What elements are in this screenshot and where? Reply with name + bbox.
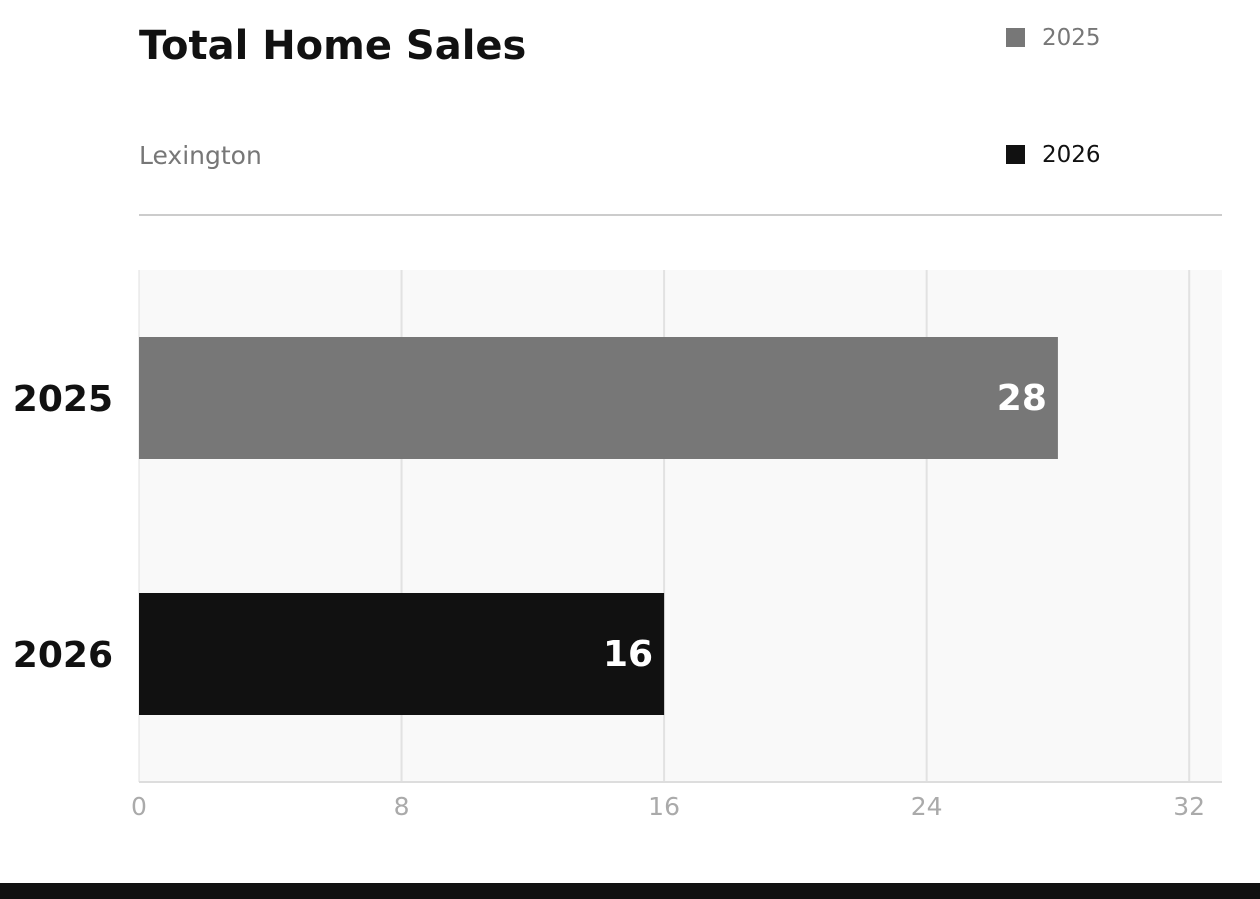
legend-swatch-2026 <box>1006 145 1025 164</box>
bar-2026 <box>139 593 665 715</box>
legend-swatch-2025 <box>1006 28 1025 47</box>
x-tick-label-32: 32 <box>1173 792 1205 821</box>
x-tick-label-0: 0 <box>131 792 147 821</box>
y-tick-label-2026: 2026 <box>13 635 113 676</box>
bar-chart: 0 8 16 24 32 28 2025 16 2026 <box>13 270 1222 821</box>
header-divider <box>139 214 1222 216</box>
legend-item-2025: 2025 <box>1006 23 1101 53</box>
chart-title: Total Home Sales <box>139 23 527 69</box>
y-tick-label-2025: 2025 <box>13 379 113 420</box>
x-tick-label-24: 24 <box>911 792 943 821</box>
footer-bar <box>0 883 1260 899</box>
legend-label-2026: 2026 <box>1042 142 1101 168</box>
chart-subtitle: Lexington <box>139 141 262 170</box>
legend-item-2026: 2026 <box>1006 140 1101 170</box>
bar-value-label-2026: 16 <box>603 634 653 675</box>
bar-value-label-2025: 28 <box>997 378 1047 419</box>
x-tick-label-8: 8 <box>394 792 410 821</box>
bar-2025 <box>139 337 1058 459</box>
x-tick-label-16: 16 <box>648 792 680 821</box>
legend-label-2025: 2025 <box>1042 25 1101 51</box>
